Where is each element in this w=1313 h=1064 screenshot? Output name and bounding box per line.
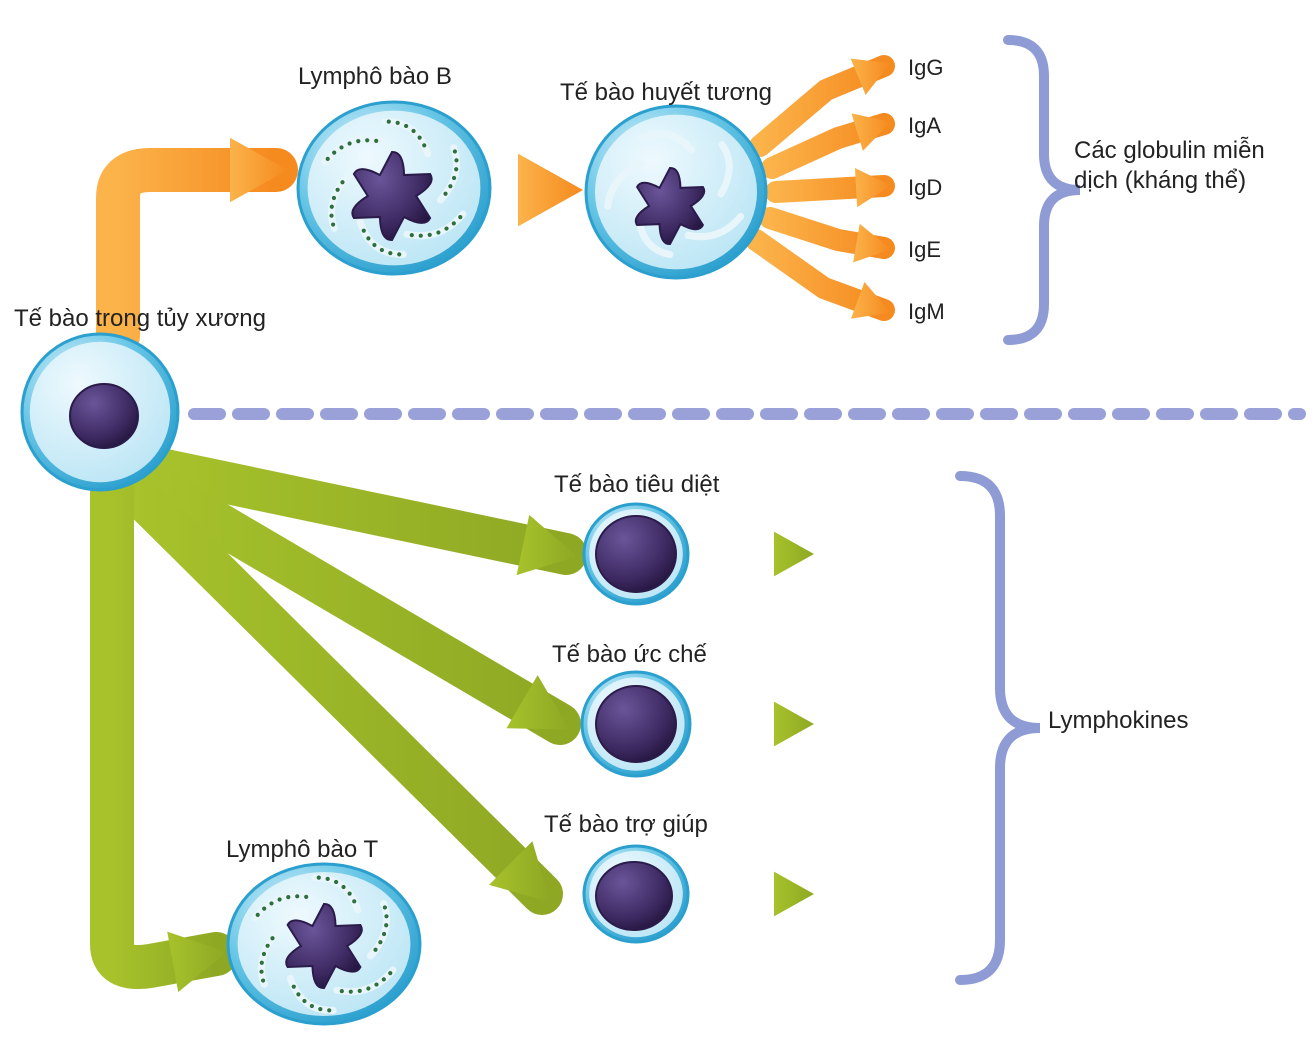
cell-plasma xyxy=(586,106,766,278)
cell-suppress xyxy=(582,672,690,776)
label-iga: IgA xyxy=(908,112,941,140)
label-stem-cell: Tế bào trong tủy xương xyxy=(14,304,266,334)
label-lymphokines: Lymphokines xyxy=(1048,706,1189,736)
arrow-tgroup-out-1-head xyxy=(774,702,814,747)
bracket-lymphokines xyxy=(960,476,1040,980)
cell-killer xyxy=(584,504,688,604)
cell-helper xyxy=(584,846,688,942)
label-igm: IgM xyxy=(908,298,945,326)
label-ige: IgE xyxy=(908,236,941,264)
label-igg: IgG xyxy=(908,54,943,82)
label-killer-cell: Tế bào tiêu diệt xyxy=(554,470,719,500)
arrow-plasma-out-2-head xyxy=(855,168,891,207)
arrow-stem-to-b-head xyxy=(230,138,288,202)
label-b-lymphocyte: Lymphô bào B xyxy=(298,62,452,92)
diagram-stage: Tế bào trong tủy xương Lymphô bào B Tế b… xyxy=(0,0,1313,1064)
label-immunoglobulins: Các globulin miễn dịch (kháng thể) xyxy=(1074,136,1265,196)
arrow-b-to-plasma-head xyxy=(518,154,583,227)
label-suppressor-cell: Tế bào ức chế xyxy=(552,640,707,670)
label-t-lymphocyte: Lymphô bào T xyxy=(226,835,378,865)
label-igd: IgD xyxy=(908,174,942,202)
bracket-immunoglobulins xyxy=(1008,40,1080,340)
cell-bcell xyxy=(298,102,490,274)
label-helper-cell: Tế bào trợ giúp xyxy=(544,810,708,840)
arrow-tgroup-out-0-head xyxy=(774,532,814,577)
label-plasma-cell: Tế bào huyết tương xyxy=(560,78,772,108)
cell-stem xyxy=(22,334,178,490)
cell-tcell xyxy=(228,864,420,1024)
arrow-tgroup-out-2-head xyxy=(774,872,814,917)
